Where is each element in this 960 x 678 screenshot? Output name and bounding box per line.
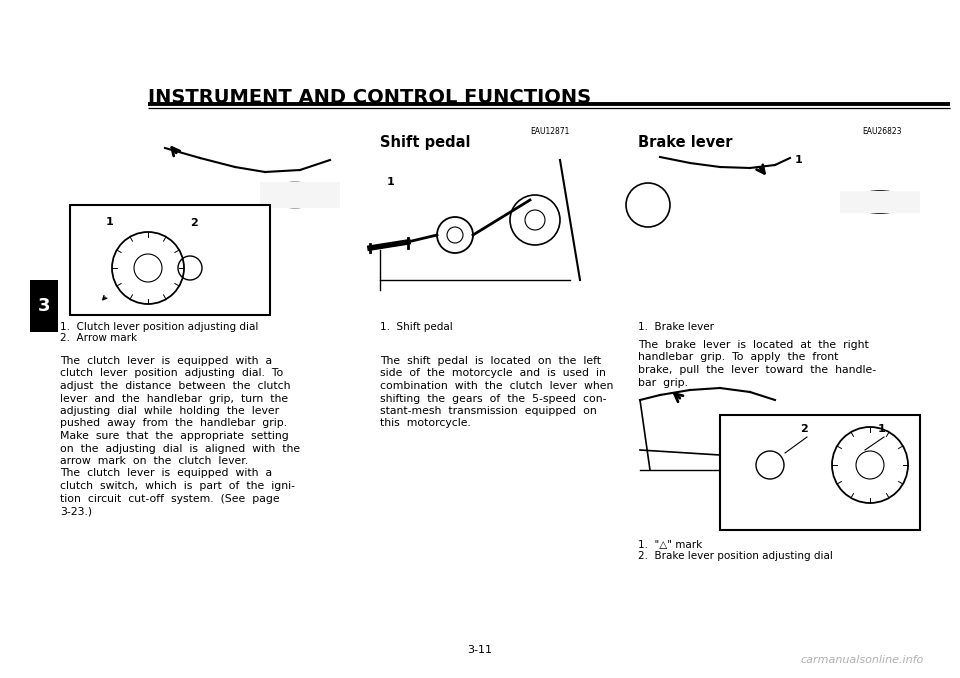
Text: stant-mesh  transmission  equipped  on: stant-mesh transmission equipped on [380,406,597,416]
Text: 1.  Clutch lever position adjusting dial: 1. Clutch lever position adjusting dial [60,322,258,332]
Text: carmanualsonline.info: carmanualsonline.info [800,655,924,665]
Bar [720,415,920,530]
Text: adjusting  dial  while  holding  the  lever: adjusting dial while holding the lever [60,406,279,416]
Text: adjust  the  distance  between  the  clutch: adjust the distance between the clutch [60,381,291,391]
Text: lever  and  the  handlebar  grip,  turn  the: lever and the handlebar grip, turn the [60,393,288,403]
Text: on  the  adjusting  dial  is  aligned  with  the: on the adjusting dial is aligned with th… [60,443,300,454]
Text: 2.  Arrow mark: 2. Arrow mark [60,333,137,343]
Text: tion  circuit  cut-off  system.  (See  page: tion circuit cut-off system. (See page [60,494,279,504]
Text: The  brake  lever  is  located  at  the  right: The brake lever is located at the right [638,340,869,350]
Text: handlebar  grip.  To  apply  the  front: handlebar grip. To apply the front [638,353,838,363]
Text: Shift pedal: Shift pedal [380,135,470,150]
Text: Brake lever: Brake lever [638,135,732,150]
Text: 2.  Brake lever position adjusting dial: 2. Brake lever position adjusting dial [638,551,833,561]
Text: this  motorcycle.: this motorcycle. [380,418,470,428]
Text: pushed  away  from  the  handlebar  grip.: pushed away from the handlebar grip. [60,418,287,428]
Text: 3-11: 3-11 [468,645,492,655]
Text: 3-23.): 3-23.) [60,506,92,516]
Text: EAU12871: EAU12871 [530,127,569,136]
Text: clutch  lever  position  adjusting  dial.  To: clutch lever position adjusting dial. To [60,369,283,378]
Text: INSTRUMENT AND CONTROL FUNCTIONS: INSTRUMENT AND CONTROL FUNCTIONS [148,88,591,107]
Text: Make  sure  that  the  appropriate  setting: Make sure that the appropriate setting [60,431,289,441]
Text: The  clutch  lever  is  equipped  with  a: The clutch lever is equipped with a [60,468,272,479]
Text: clutch  switch,  which  is  part  of  the  igni-: clutch switch, which is part of the igni… [60,481,295,491]
Ellipse shape [265,182,325,207]
Ellipse shape [852,191,907,213]
Text: arrow  mark  on  the  clutch  lever.: arrow mark on the clutch lever. [60,456,248,466]
Text: The  shift  pedal  is  located  on  the  left: The shift pedal is located on the left [380,356,601,366]
Text: bar  grip.: bar grip. [638,378,688,388]
Text: combination  with  the  clutch  lever  when: combination with the clutch lever when [380,381,613,391]
Text: brake,  pull  the  lever  toward  the  handle-: brake, pull the lever toward the handle- [638,365,876,375]
Text: 2: 2 [190,218,198,228]
Bar [840,191,920,213]
Text: shifting  the  gears  of  the  5-speed  con-: shifting the gears of the 5-speed con- [380,393,607,403]
Text: 1.  Shift pedal: 1. Shift pedal [380,322,453,332]
Bar [70,205,270,315]
Text: 1: 1 [106,217,113,227]
Text: 1: 1 [878,424,886,434]
Text: 1: 1 [387,177,395,187]
Bar [260,182,340,208]
Text: EAU26823: EAU26823 [862,127,901,136]
Text: 1: 1 [795,155,803,165]
Text: 1.  "△" mark: 1. "△" mark [638,540,703,550]
Bar [30,280,58,332]
Text: 3: 3 [37,297,50,315]
Text: 1.  Brake lever: 1. Brake lever [638,322,714,332]
Text: The  clutch  lever  is  equipped  with  a: The clutch lever is equipped with a [60,356,272,366]
Text: side  of  the  motorcycle  and  is  used  in: side of the motorcycle and is used in [380,369,606,378]
Text: 2: 2 [800,424,807,434]
